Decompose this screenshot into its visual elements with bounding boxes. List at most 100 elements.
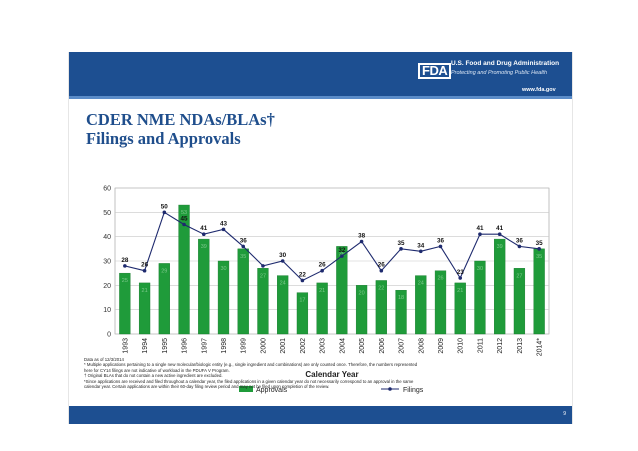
filings-point xyxy=(399,247,403,251)
fda-logo: FDA xyxy=(418,63,452,79)
filings-value-label: 26 xyxy=(319,262,327,269)
x-tick-label: 2001 xyxy=(280,338,287,354)
approvals-value-label: 24 xyxy=(280,281,286,287)
approvals-value-label: 39 xyxy=(201,244,207,250)
approvals-bar xyxy=(474,260,486,335)
filings-value-label: 45 xyxy=(181,216,189,223)
filings-value-label: 50 xyxy=(161,203,169,210)
filings-value-label: 35 xyxy=(398,240,406,247)
approvals-bar xyxy=(257,268,269,335)
x-tick-label: 2008 xyxy=(418,338,425,354)
filings-value-label: 41 xyxy=(476,225,484,232)
filings-value-label: 38 xyxy=(358,233,366,240)
x-tick-label: 2006 xyxy=(379,338,386,354)
x-axis-label: Calendar Year xyxy=(305,370,358,379)
approvals-bar xyxy=(415,275,427,335)
approvals-value-label: 22 xyxy=(378,285,384,291)
filings-point xyxy=(379,268,384,273)
filings-point xyxy=(123,264,127,268)
legend-filings-label: Filings xyxy=(403,387,424,394)
footnote-line: calendar year. Certain applications are … xyxy=(84,384,330,390)
x-tick-label: 2005 xyxy=(359,338,366,354)
filings-point xyxy=(537,247,541,251)
filings-point xyxy=(221,227,226,232)
x-tick-label: 1993 xyxy=(122,338,129,354)
filings-value-label: 41 xyxy=(496,225,504,232)
approvals-value-label: 53 xyxy=(181,210,187,216)
agency-tagline: Protecting and Promoting Public Health xyxy=(451,70,547,76)
x-tick-label: 2002 xyxy=(300,338,307,354)
approvals-bar xyxy=(316,282,328,335)
legend-filings-marker xyxy=(388,387,392,391)
approvals-bar xyxy=(434,270,447,335)
x-tick-label: 2012 xyxy=(497,338,504,354)
y-tick-label: 40 xyxy=(103,234,111,241)
header-bar: FDA U.S. Food and Drug Administration Pr… xyxy=(69,52,572,96)
approvals-bar xyxy=(494,238,506,335)
filings-point xyxy=(201,232,206,237)
approvals-bar xyxy=(296,292,309,335)
filings-value-label: 22 xyxy=(299,271,307,278)
filings-value-label: 36 xyxy=(240,237,248,244)
approvals-value-label: 27 xyxy=(516,273,522,279)
x-tick-label: 1996 xyxy=(182,338,189,354)
filings-point xyxy=(182,222,186,227)
filings-point xyxy=(142,268,147,273)
approvals-value-label: 21 xyxy=(142,288,148,294)
filings-approvals-chart: 0 10 20 30 40 50 60 25 21 29 53 39 30 35 27 24 17 21 36 20 2… xyxy=(103,186,550,394)
filings-value-label: 41 xyxy=(200,225,208,232)
x-tick-label: 1999 xyxy=(241,338,248,354)
approvals-bar xyxy=(395,289,407,335)
approvals-value-label: 35 xyxy=(536,254,542,260)
x-tick-label: 2010 xyxy=(458,338,465,354)
x-tick-label: 1998 xyxy=(221,338,228,354)
filings-line xyxy=(124,211,540,282)
x-tick-label: 1997 xyxy=(201,338,208,354)
x-tick-label: 1994 xyxy=(142,338,149,354)
page-number: 9 xyxy=(563,411,566,417)
approvals-value-label: 21 xyxy=(457,288,463,294)
approvals-bar xyxy=(277,275,289,335)
footnote-line: * Multiple applications pertaining to a … xyxy=(84,362,418,368)
approvals-bar xyxy=(178,204,190,335)
footnote-line: † Original BLAs that do not contain a ne… xyxy=(84,373,223,379)
filings-value-label: 30 xyxy=(279,252,287,259)
filings-point xyxy=(300,278,305,283)
agency-name: U.S. Food and Drug Administration xyxy=(451,60,560,67)
legend-approvals-label: Approvals xyxy=(256,387,288,394)
filings-value-label: 28 xyxy=(121,257,129,264)
approvals-value-label: 25 xyxy=(122,278,128,284)
x-tick-label: 2003 xyxy=(320,338,327,354)
y-tick-label: 0 xyxy=(107,332,111,339)
filings-value-label: 36 xyxy=(516,237,524,244)
x-tick-label: 2013 xyxy=(517,338,524,354)
legend-approvals-swatch xyxy=(239,386,253,392)
agency-url[interactable]: www.fda.gov xyxy=(522,87,556,93)
approvals-value-label: 17 xyxy=(299,298,305,304)
approvals-value-label: 26 xyxy=(437,276,443,282)
approvals-bar xyxy=(158,263,170,335)
x-tick-label: 2004 xyxy=(339,338,346,354)
approvals-value-label: 35 xyxy=(240,254,246,260)
x-tick-label: 2000 xyxy=(260,338,267,354)
approvals-value-label: 24 xyxy=(418,281,424,287)
approvals-bar xyxy=(513,268,526,335)
approvals-value-label: 27 xyxy=(260,273,266,279)
y-tick-label: 60 xyxy=(103,186,111,193)
approvals-bar xyxy=(533,248,545,335)
approvals-value-label: 18 xyxy=(398,295,404,301)
x-tick-label: 1995 xyxy=(162,338,169,354)
filings-value-label: 36 xyxy=(437,237,445,244)
approvals-bar xyxy=(336,246,348,335)
filings-point xyxy=(261,264,265,268)
filings-value-label: 34 xyxy=(417,242,425,249)
x-tick-label: 2011 xyxy=(477,338,484,353)
approvals-value-label: 30 xyxy=(477,266,483,272)
x-tick-label: 2007 xyxy=(399,338,406,354)
filings-value-label: 43 xyxy=(220,220,228,227)
approvals-bar xyxy=(355,285,368,335)
approvals-value-label: 20 xyxy=(359,290,365,296)
chart-container: 0 10 20 30 40 50 60 25 21 29 53 39 30 35 27 24 17 21 36 20 2… xyxy=(81,180,566,416)
title-line-2: Filings and Approvals xyxy=(86,129,241,148)
filings-point xyxy=(340,254,344,258)
